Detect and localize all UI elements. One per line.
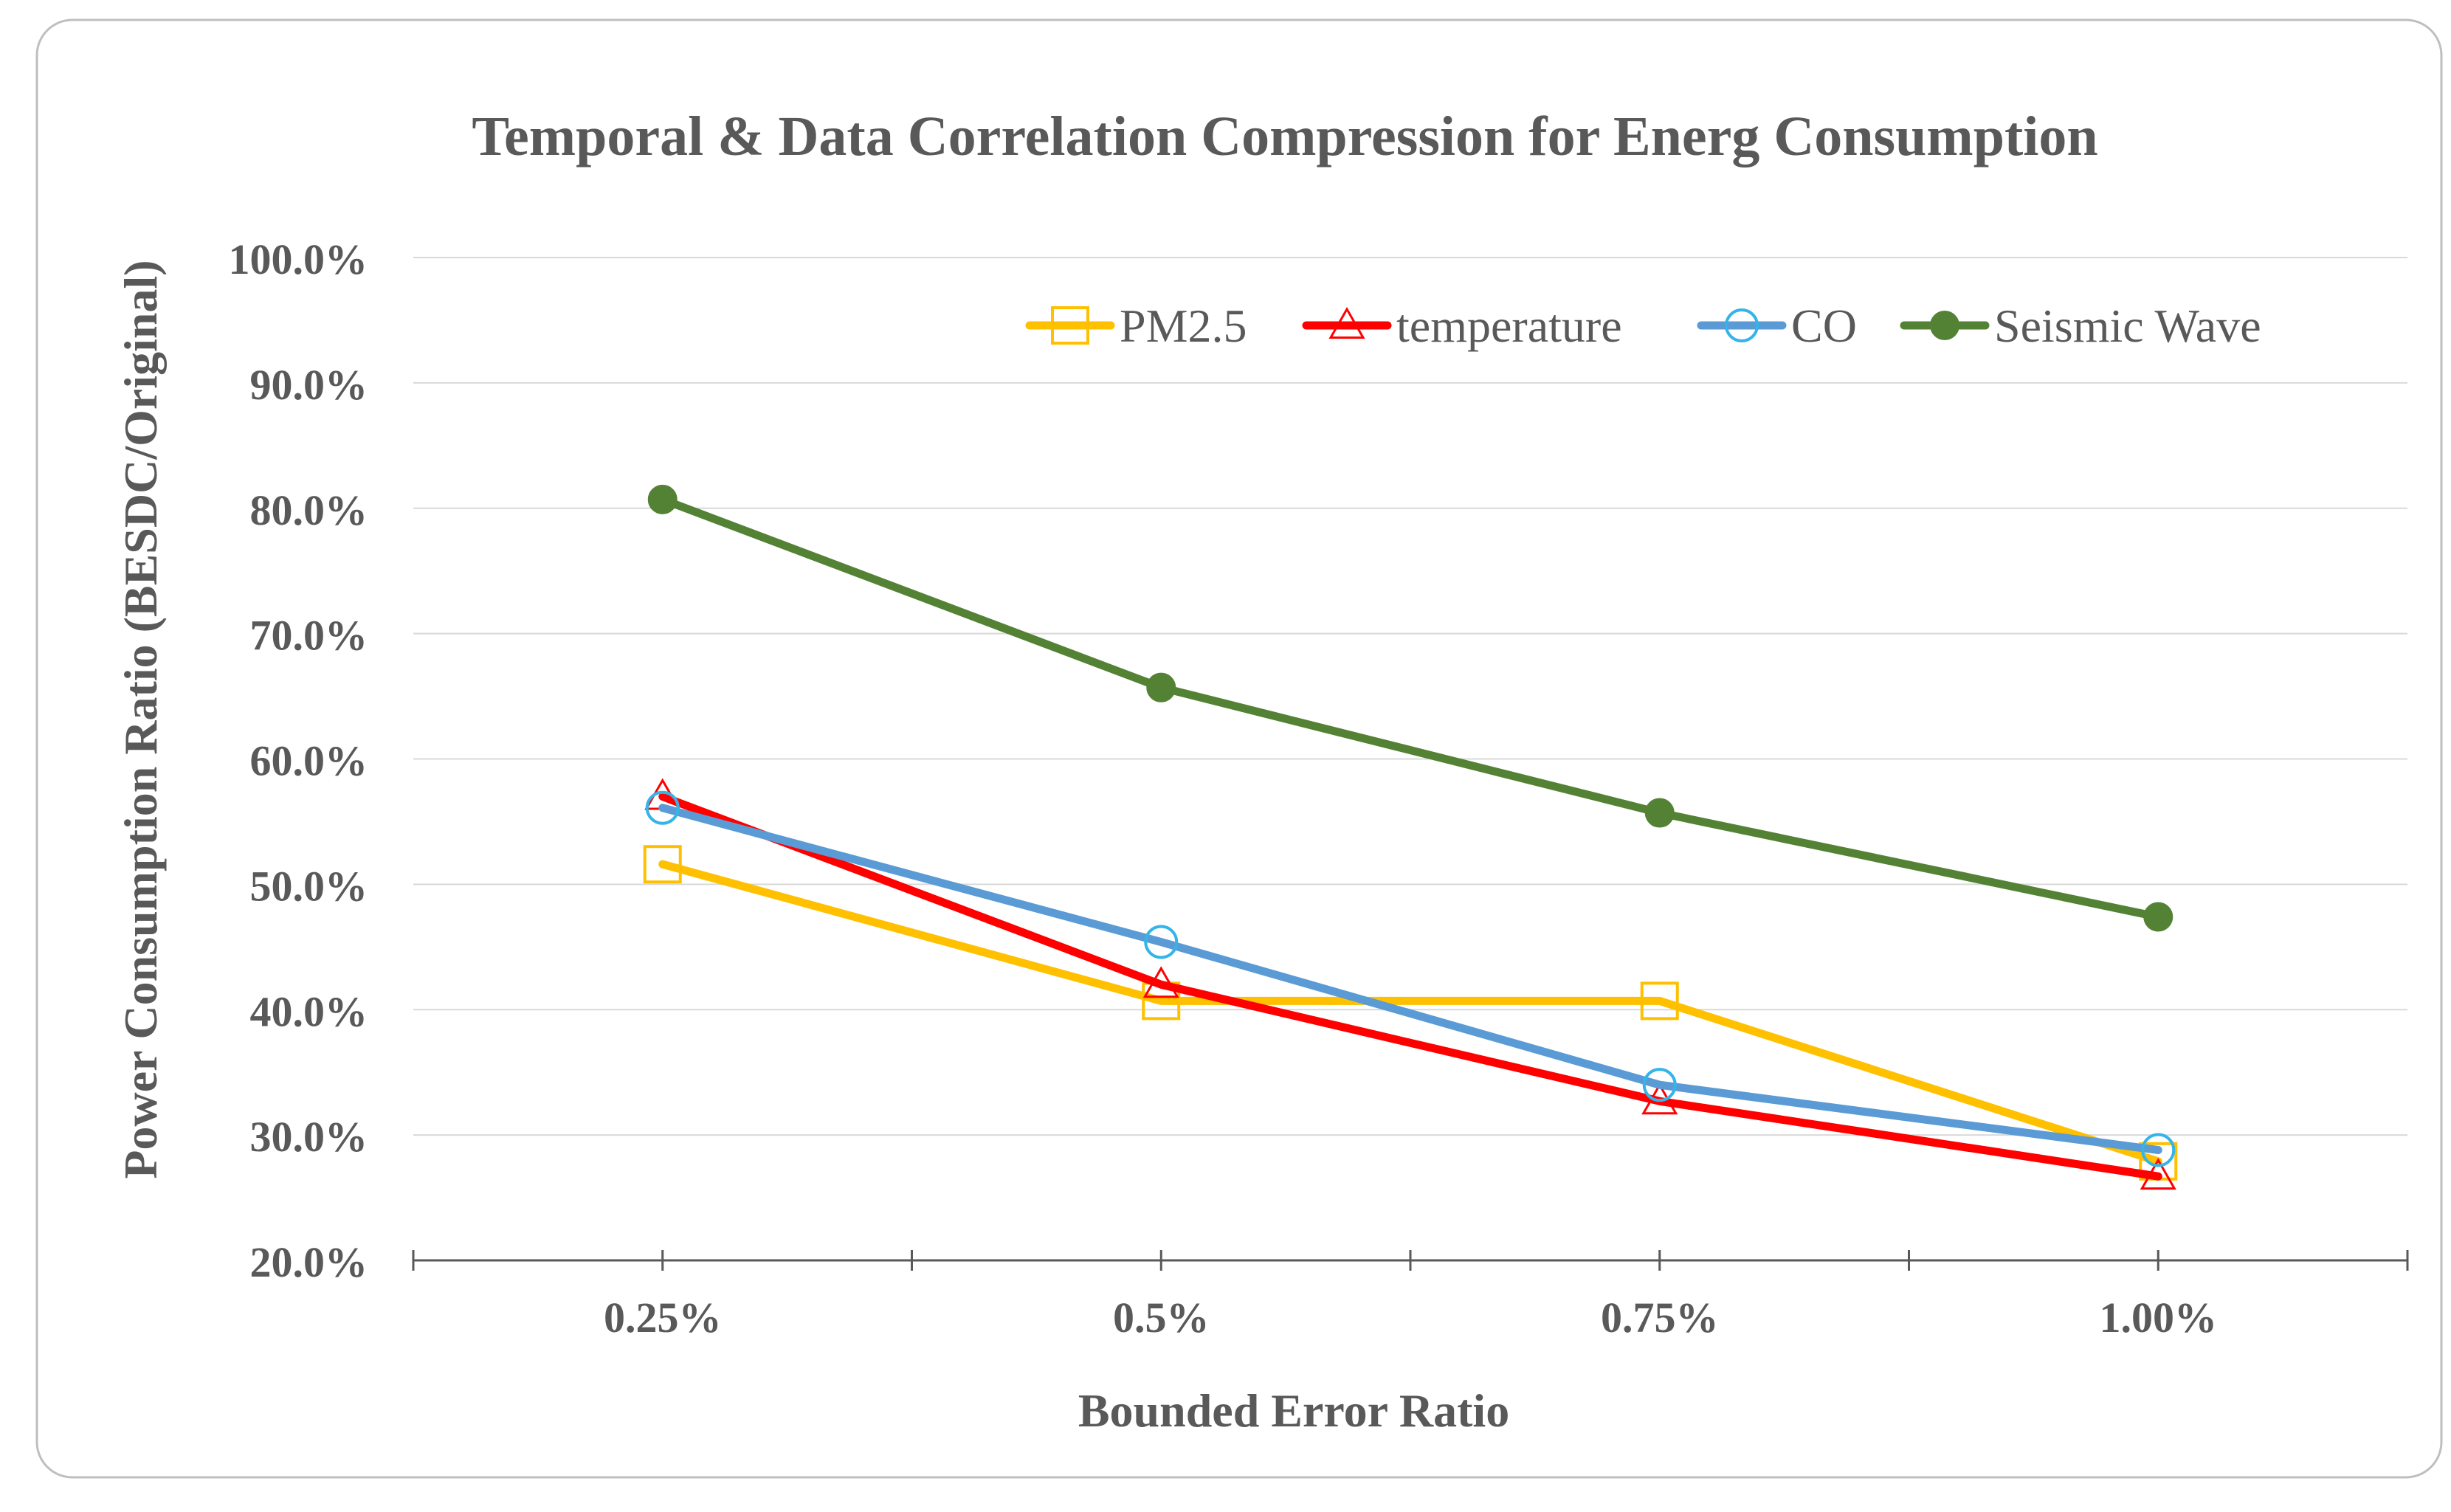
data-point-seismic-wave xyxy=(1644,798,1675,828)
x-tick-label: 0.75% xyxy=(1601,1294,1719,1342)
y-tick-label: 70.0% xyxy=(250,612,368,660)
series-line-seismic-wave xyxy=(658,495,2162,922)
axes: 20.0% 30.0% 40.0% 50.0% 60.0% 70.0% 80.0% 90.0%… xyxy=(229,235,2409,1342)
series-line-pm2-5 xyxy=(658,860,2162,1166)
data-series xyxy=(643,484,2178,1190)
x-tick-label: 0.25% xyxy=(604,1294,722,1342)
y-tick-label: 90.0% xyxy=(250,361,368,409)
y-tick-label: 80.0% xyxy=(250,486,368,534)
legend-marker xyxy=(1930,311,1959,340)
x-tick-label: 0.5% xyxy=(1113,1294,1210,1342)
series-seismic-wave xyxy=(647,484,2174,932)
data-point-seismic-wave xyxy=(2143,902,2174,932)
data-point-co xyxy=(645,790,680,825)
x-tick-label: 1.00% xyxy=(2100,1294,2218,1342)
x-axis-title: Bounded Error Ratio xyxy=(1078,1384,1509,1437)
y-tick-label: 50.0% xyxy=(250,862,368,910)
data-point-pm2-5 xyxy=(643,845,682,884)
data-point-seismic-wave xyxy=(1146,672,1176,703)
legend-label: temperature xyxy=(1396,300,1622,352)
data-point-temperature xyxy=(1142,966,1179,998)
series-co xyxy=(645,790,2176,1167)
y-tick-label: 20.0% xyxy=(250,1238,368,1286)
y-tick-label: 100.0% xyxy=(229,235,368,283)
series-line-co xyxy=(658,804,2162,1155)
legend-marker xyxy=(1051,306,1089,345)
data-point-co xyxy=(2141,1133,2176,1167)
data-point-co xyxy=(1642,1068,1677,1102)
data-point-temperature xyxy=(2140,1158,2176,1190)
legend-item-co: CO xyxy=(1697,300,1857,352)
legend-marker xyxy=(1328,306,1365,339)
legend-item-pm2-5: PM2.5 xyxy=(1025,300,1247,352)
data-point-pm2-5 xyxy=(1640,981,1679,1021)
series-line-temperature xyxy=(658,792,2162,1181)
data-point-seismic-wave xyxy=(647,484,678,514)
y-tick-label: 40.0% xyxy=(250,987,368,1035)
legend-item-seismic-wave: Seismic Wave xyxy=(1900,300,2261,352)
chart-title: Temporal & Data Correlation Compression … xyxy=(472,106,2097,168)
legend-label: PM2.5 xyxy=(1120,300,1247,352)
legend-label: CO xyxy=(1791,300,1857,352)
y-axis-title: Power Consumption Ratio (BESDC/Original) xyxy=(114,260,167,1178)
chart-frame xyxy=(35,18,2443,1479)
y-tick-label: 30.0% xyxy=(250,1113,368,1161)
legend-label: Seismic Wave xyxy=(1994,300,2261,352)
y-tick-label: 60.0% xyxy=(250,737,368,785)
legend: PM2.5 temperature CO Seismic Wave xyxy=(1025,300,2261,352)
legend-marker xyxy=(1725,308,1759,342)
legend-item-temperature: temperature xyxy=(1302,300,1622,352)
data-point-co xyxy=(1144,925,1179,959)
